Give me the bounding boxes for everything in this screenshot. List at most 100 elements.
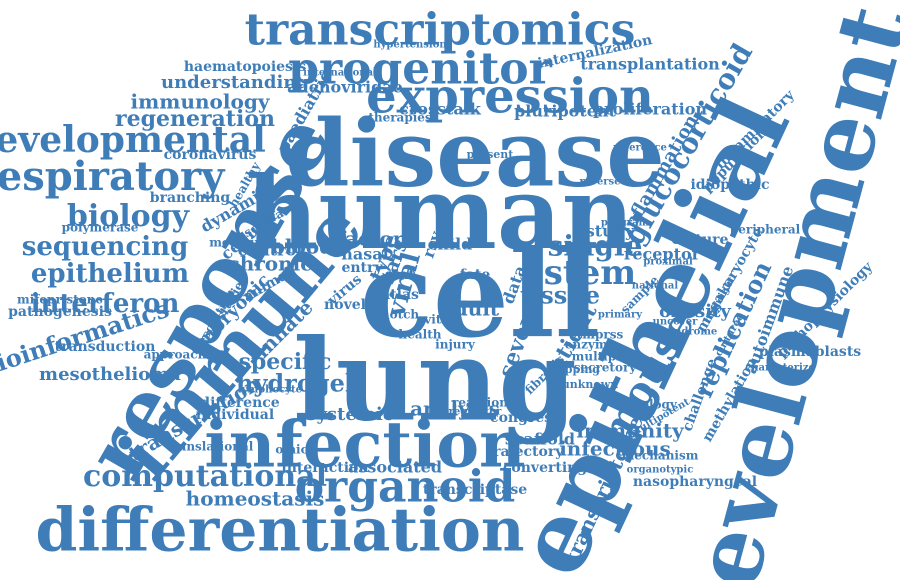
cloud-word-homeostasis: homeostasis bbox=[186, 487, 325, 511]
cloud-word-branching: branching bbox=[150, 190, 231, 206]
cloud-word-health: health bbox=[399, 328, 442, 342]
cloud-word-receptor: receptor bbox=[624, 245, 701, 264]
cloud-word-transplantation: transplantation bbox=[580, 55, 720, 74]
cloud-word-virology: virology bbox=[622, 398, 678, 412]
cloud-word-program: program bbox=[601, 218, 650, 229]
cloud-word-atlas: atlas bbox=[381, 287, 419, 303]
cloud-word-entry: entry bbox=[341, 260, 383, 276]
cloud-word-immunity: immunity bbox=[576, 419, 685, 443]
cloud-word-tissue: tissue bbox=[520, 281, 600, 310]
cloud-word-study: study bbox=[586, 222, 635, 241]
cloud-word-therapies: therapies bbox=[368, 111, 432, 125]
cloud-word-secretory: secretory bbox=[574, 361, 638, 375]
cloud-word-vitro: vitro bbox=[423, 313, 455, 327]
cloud-word-interaction: interaction bbox=[281, 460, 368, 476]
cloud-word-pathogenesis: pathogenesis bbox=[8, 304, 112, 320]
cloud-word-culture: culture bbox=[672, 232, 729, 248]
cloud-word-differentiation: differentiation bbox=[35, 496, 524, 566]
cloud-word-omics: omics bbox=[275, 443, 315, 457]
cloud-word-regulator: regulator bbox=[449, 407, 502, 418]
cloud-word-stat: stat bbox=[385, 267, 415, 283]
cloud-word-blood: blood bbox=[271, 235, 333, 259]
cloud-word-medicine: medicine bbox=[209, 236, 271, 250]
cloud-word-transcriptase: transcriptase bbox=[423, 482, 527, 498]
cloud-word-polymerase: polymerase bbox=[62, 221, 139, 235]
cloud-word-computational: computational bbox=[83, 459, 327, 494]
cloud-word-developmental: developmental bbox=[0, 119, 266, 161]
cloud-word-regeneration: regeneration bbox=[115, 106, 275, 132]
cloud-word-translational: translational bbox=[167, 440, 254, 454]
cloud-word-novel: novel bbox=[324, 297, 366, 313]
cloud-word-plasmablasts: plasmablasts bbox=[759, 344, 861, 360]
cloud-word-present: present bbox=[467, 148, 515, 161]
cloud-word-idiopathic: idiopathic bbox=[690, 177, 769, 193]
cloud-word-pluripotent: pluripotent bbox=[514, 102, 616, 121]
cloud-word-associated: associated bbox=[348, 458, 442, 477]
cloud-word-infectious: infectious bbox=[559, 437, 671, 461]
cloud-word-mapping: mapping bbox=[546, 363, 600, 376]
cloud-word-organoid: organoid bbox=[295, 462, 516, 513]
cloud-word-single: single bbox=[548, 230, 643, 263]
cloud-word-uncover: uncover bbox=[653, 317, 698, 328]
cloud-word-transcriptomics: transcriptomics bbox=[245, 5, 636, 56]
cloud-word-lymphocyte: lymphocyte bbox=[238, 385, 302, 396]
cloud-word-adult: adult bbox=[441, 297, 500, 321]
cloud-word-notch: notch bbox=[381, 308, 420, 322]
cloud-word-coronavirus: coronavirus bbox=[164, 147, 257, 163]
cloud-word-national: national bbox=[632, 281, 679, 292]
cloud-word-obesity: obesity bbox=[659, 301, 731, 322]
cloud-word-crosstalk: crosstalk bbox=[399, 100, 482, 119]
cloud-word-tmprss: tmprss bbox=[577, 328, 624, 342]
cloud-word-child: child bbox=[428, 235, 473, 254]
cloud-word-enzyme: enzyme bbox=[565, 338, 616, 352]
cloud-word-respiratory: respiratory bbox=[0, 153, 226, 200]
cloud-word-organotypic: organotypic bbox=[627, 465, 694, 476]
cloud-word-syndrome: syndrome bbox=[663, 327, 718, 338]
cloud-word-haematopoiesis: haematopoiesis bbox=[184, 59, 306, 75]
cloud-word-reverse: reverse bbox=[579, 177, 620, 188]
cloud-word-chronic: chronic bbox=[228, 252, 313, 276]
cloud-word-specific: specific bbox=[239, 349, 332, 375]
cloud-word-expression: expression bbox=[366, 69, 654, 125]
cloud-word-systemic: systemic bbox=[306, 404, 393, 425]
cloud-word-cell: cell bbox=[360, 224, 601, 365]
cloud-word-multiple: multiple bbox=[572, 350, 629, 364]
cloud-word-biology: biology bbox=[67, 199, 191, 234]
cloud-word-nasal: nasal bbox=[341, 245, 388, 264]
cloud-word-reaction: reaction bbox=[452, 396, 508, 410]
cloud-word-transduction: transduction bbox=[55, 339, 156, 355]
cloud-word-converting: converting bbox=[503, 460, 587, 476]
cloud-word-primary: primary bbox=[598, 310, 643, 321]
cloud-word-difference: difference bbox=[200, 395, 279, 411]
cloud-word-disease: disease bbox=[285, 100, 665, 208]
cloud-word-analysis: analysis bbox=[410, 397, 500, 421]
cloud-word-immunology: immunology bbox=[131, 90, 271, 114]
cloud-word-adenoviridae: adenoviridae bbox=[287, 78, 403, 97]
cloud-word-nasopharyngeal: nasopharyngeal bbox=[633, 474, 757, 490]
cloud-word-reference: reference bbox=[613, 143, 667, 154]
cloud-word-mechanism: mechanism bbox=[622, 449, 699, 463]
cloud-word-hydrogel: hydrogel bbox=[236, 369, 354, 398]
cloud-word-approach: approach bbox=[144, 348, 207, 362]
cloud-word-unknown: unknown bbox=[562, 378, 618, 391]
cloud-word-individual: individual bbox=[196, 407, 274, 423]
cloud-word-human: human bbox=[246, 154, 635, 272]
cloud-word-international: international bbox=[303, 68, 377, 79]
cloud-word-trajectory: trajectory bbox=[487, 444, 565, 460]
cloud-word-understanding: understanding bbox=[161, 72, 309, 93]
cloud-word-sequencing: sequencing bbox=[22, 232, 189, 262]
cloud-word-fate: fate bbox=[460, 267, 491, 283]
cloud-word-scaffold: scaffold bbox=[505, 430, 575, 449]
cloud-word-lung: lung bbox=[293, 315, 577, 446]
cloud-word-proximal: proximal bbox=[643, 257, 693, 268]
cloud-word-infection: infection bbox=[204, 408, 525, 483]
cloud-word-characterize: characterize bbox=[745, 363, 815, 374]
cloud-word-peripheral: peripheral bbox=[730, 223, 801, 237]
cloud-word-hypertension: hypertension bbox=[373, 40, 447, 51]
cloud-word-progenitor: progenitor bbox=[288, 44, 552, 95]
cloud-word-interferon: interferon bbox=[31, 289, 180, 319]
cloud-word-factor: factor bbox=[337, 227, 404, 251]
cloud-word-control: control bbox=[238, 241, 303, 260]
